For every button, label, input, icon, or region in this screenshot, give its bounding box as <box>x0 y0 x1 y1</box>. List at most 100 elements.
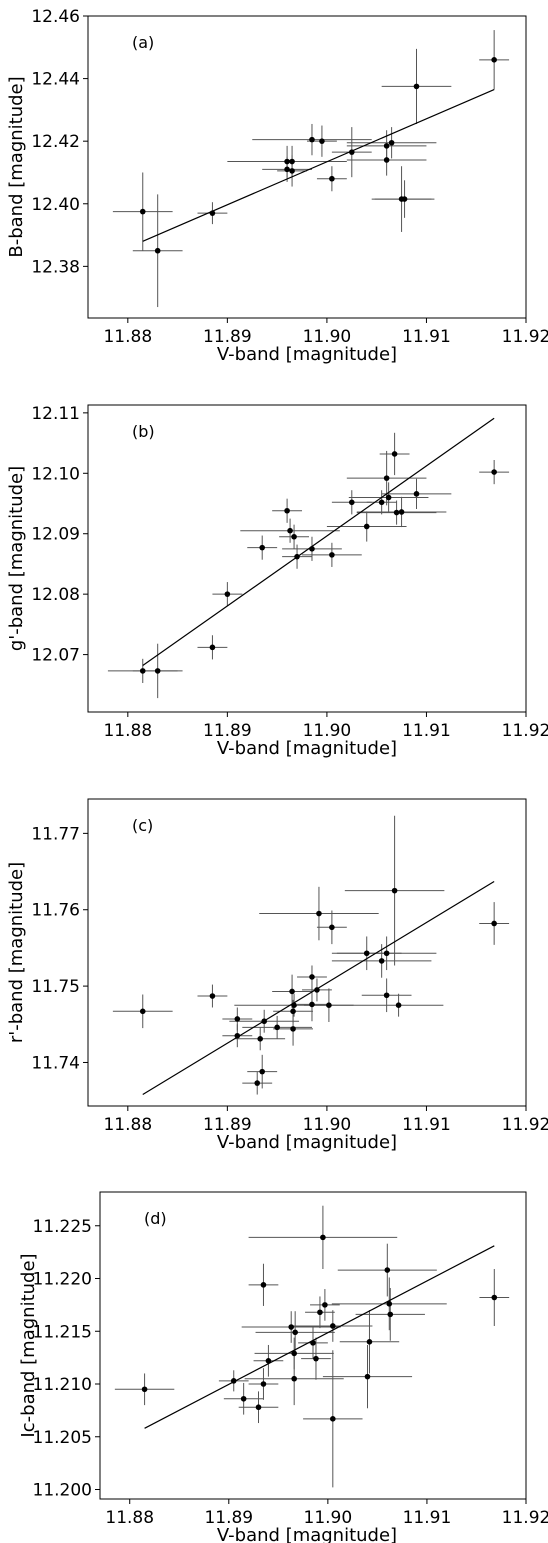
fit-line <box>142 417 495 666</box>
x-tick-label: 11.89 <box>204 1508 253 1528</box>
x-tick-label: 11.91 <box>402 1115 451 1135</box>
y-tick-label: 12.09 <box>31 525 80 545</box>
panel-label: (a) <box>132 33 154 52</box>
data-point <box>491 469 497 475</box>
data-point <box>254 1080 261 1086</box>
data-point <box>322 1302 328 1308</box>
data-point <box>330 1323 336 1329</box>
data-point <box>154 247 161 254</box>
y-tick-label: 12.38 <box>31 257 80 277</box>
data-point <box>388 139 395 146</box>
x-tick-label: 11.89 <box>203 327 252 347</box>
data-point <box>292 1329 298 1336</box>
x-tick-label: 11.91 <box>402 327 451 347</box>
data-point <box>314 987 320 993</box>
y-tick-label: 12.42 <box>31 132 80 152</box>
data-point <box>378 499 385 506</box>
y-tick-label: 11.215 <box>33 1322 92 1342</box>
data-point <box>284 507 290 514</box>
data-point <box>317 1309 323 1316</box>
chart-panel-a: 11.88 11.89 11.90 11.91 11.92 12.38 12.40 12.42… <box>6 7 548 365</box>
plot-frame <box>87 798 527 1107</box>
data-point <box>139 1008 146 1015</box>
y-tick-label: 11.200 <box>33 1481 92 1501</box>
y-tick-label: 12.40 <box>31 195 80 215</box>
y-axis-label: B-band [magnitude] <box>6 76 27 257</box>
data-point <box>289 168 295 174</box>
y-tick-label: 12.46 <box>31 7 80 27</box>
data-point <box>330 1416 336 1422</box>
data-point <box>259 544 266 551</box>
x-tick-label: 11.90 <box>303 1115 352 1135</box>
data-point <box>348 499 355 506</box>
data-point <box>240 1395 247 1402</box>
x-axis-label: V-band [magnitude] <box>217 1132 397 1153</box>
data-point <box>141 1386 148 1393</box>
data-point <box>313 1355 319 1362</box>
data-point <box>290 1008 296 1015</box>
x-axis-label: V-band [magnitude] <box>217 738 397 759</box>
y-tick-label: 12.07 <box>31 646 80 666</box>
data-point <box>391 887 398 894</box>
chart-panel-b: 11.88 11.89 11.90 11.91 11.92 12.07 12.08 12.09… <box>6 404 548 759</box>
data-point <box>284 158 290 165</box>
plot-frame <box>99 1191 527 1500</box>
x-tick-label: 11.90 <box>303 327 352 347</box>
y-axis-label: g'-band [magnitude] <box>6 466 27 651</box>
data-point <box>294 553 300 560</box>
data-point <box>413 83 420 90</box>
data-point <box>383 992 390 999</box>
data-point <box>154 668 161 674</box>
data-point <box>386 1301 393 1307</box>
data-point <box>385 494 392 501</box>
data-point <box>491 1294 498 1301</box>
data-point <box>291 533 297 540</box>
data-point <box>391 451 398 457</box>
data-point <box>209 210 216 216</box>
data-point <box>364 1373 371 1380</box>
data-point <box>320 1234 326 1241</box>
data-point <box>393 509 400 516</box>
data-point <box>139 668 146 674</box>
data-point <box>310 1340 316 1346</box>
data-point <box>209 644 216 651</box>
y-tick-label: 11.220 <box>33 1270 92 1290</box>
data-point <box>326 1002 332 1008</box>
data-point <box>413 491 420 497</box>
data-point <box>274 1024 280 1031</box>
plot-frame <box>87 15 527 319</box>
data-point <box>290 1026 296 1032</box>
data-point <box>234 1016 241 1022</box>
data-point <box>316 910 322 917</box>
data-point <box>491 57 497 63</box>
fit-line <box>142 88 495 242</box>
x-tick-label: 11.89 <box>203 721 252 741</box>
data-point <box>387 1311 394 1318</box>
data-point <box>329 924 335 931</box>
data-point <box>398 509 405 515</box>
y-tick-label: 11.210 <box>33 1375 92 1395</box>
x-tick-label: 11.91 <box>402 721 451 741</box>
data-point <box>291 1002 297 1008</box>
data-point <box>383 950 390 957</box>
panel-label: (b) <box>132 422 155 441</box>
data-point <box>401 196 408 202</box>
data-point <box>383 157 390 163</box>
data-point <box>319 138 325 144</box>
data-point <box>261 1018 267 1025</box>
panel-label: (d) <box>144 1209 167 1228</box>
data-point <box>309 1001 315 1008</box>
data-point <box>348 149 355 155</box>
fit-line <box>144 1245 495 1429</box>
data-point <box>265 1357 272 1364</box>
x-axis-label: V-band [magnitude] <box>217 344 397 365</box>
y-tick-label: 11.77 <box>31 824 80 844</box>
data-point <box>291 1375 297 1382</box>
y-tick-label: 12.11 <box>31 404 80 424</box>
data-point <box>230 1378 237 1384</box>
x-tick-label: 11.92 <box>502 327 548 347</box>
data-point <box>384 1267 391 1273</box>
data-point <box>366 1339 373 1345</box>
y-axis-label: Ic-band [magnitude] <box>18 1253 39 1437</box>
